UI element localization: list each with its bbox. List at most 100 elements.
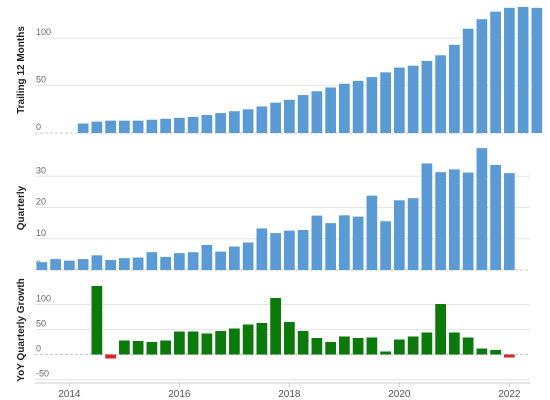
bar bbox=[119, 258, 130, 270]
bar bbox=[435, 304, 446, 355]
bar bbox=[77, 259, 89, 270]
bar bbox=[160, 256, 171, 270]
bar bbox=[146, 342, 158, 355]
y-tick-label: 0 bbox=[36, 122, 41, 132]
bar bbox=[311, 338, 323, 355]
trailing-12-months-panel: Trailing 12 Months 0 50 100 bbox=[16, 6, 543, 134]
bar-negative bbox=[105, 354, 116, 359]
bar bbox=[380, 72, 391, 133]
bar bbox=[270, 102, 281, 133]
bar bbox=[77, 123, 89, 133]
bar bbox=[201, 245, 213, 270]
bar bbox=[421, 163, 433, 270]
bar bbox=[201, 333, 213, 355]
bar bbox=[187, 116, 199, 133]
bar bbox=[91, 286, 103, 355]
bar bbox=[435, 172, 446, 270]
bar bbox=[421, 332, 433, 355]
bar bbox=[449, 44, 460, 134]
bar bbox=[325, 87, 336, 133]
bar bbox=[352, 216, 364, 270]
y-tick-label: 10 bbox=[36, 228, 46, 238]
bar bbox=[215, 113, 226, 133]
bar bbox=[476, 348, 488, 355]
bar bbox=[504, 173, 515, 270]
bar bbox=[36, 262, 48, 270]
bar bbox=[215, 251, 226, 270]
bar bbox=[476, 148, 488, 270]
bar bbox=[132, 257, 144, 270]
bar bbox=[119, 340, 130, 355]
bar bbox=[174, 253, 185, 270]
bar bbox=[366, 77, 378, 133]
bar bbox=[490, 165, 501, 270]
bar bbox=[229, 246, 240, 270]
bar bbox=[449, 332, 460, 355]
bar bbox=[256, 106, 268, 133]
yoy-quarterly-growth-axis-label: YoY Quarterly Growth bbox=[16, 278, 27, 382]
bar bbox=[297, 230, 309, 270]
bar bbox=[256, 228, 268, 270]
bar bbox=[270, 233, 281, 270]
x-tick-label: 2020 bbox=[388, 389, 411, 400]
bar bbox=[132, 120, 144, 133]
bar bbox=[146, 119, 158, 133]
bar bbox=[256, 323, 268, 355]
bar bbox=[91, 255, 103, 270]
bar bbox=[242, 242, 254, 270]
bar bbox=[366, 195, 378, 270]
bar bbox=[394, 339, 405, 355]
y-tick-label: 30 bbox=[36, 165, 46, 175]
yoy-quarterly-growth-panel: YoY Quarterly Growth -50 0 50 100 bbox=[16, 278, 530, 382]
bar bbox=[160, 118, 171, 133]
bar bbox=[174, 117, 185, 133]
bar bbox=[490, 350, 501, 355]
bar bbox=[284, 230, 295, 270]
bar bbox=[160, 340, 171, 355]
y-tick-label: 50 bbox=[36, 75, 46, 85]
bar bbox=[132, 341, 144, 355]
bar bbox=[449, 169, 460, 270]
y-tick-label: 0 bbox=[36, 344, 41, 354]
y-tick-label: 20 bbox=[36, 197, 46, 207]
bar bbox=[284, 99, 295, 133]
bar bbox=[105, 260, 116, 270]
bar-negative bbox=[504, 354, 515, 358]
bar bbox=[380, 351, 391, 355]
bar bbox=[325, 342, 336, 355]
bar bbox=[462, 28, 474, 133]
bar bbox=[284, 322, 295, 355]
bar bbox=[352, 80, 364, 133]
bar bbox=[407, 65, 419, 133]
bar bbox=[504, 7, 515, 133]
x-tick-label: 2022 bbox=[498, 389, 521, 400]
bar bbox=[421, 60, 433, 133]
bar bbox=[339, 336, 350, 355]
bar bbox=[352, 338, 364, 355]
bar bbox=[462, 172, 474, 270]
bar bbox=[517, 6, 529, 134]
y-tick-label: -50 bbox=[36, 369, 49, 379]
bar bbox=[462, 337, 474, 355]
bar bbox=[187, 331, 199, 355]
bar bbox=[242, 109, 254, 133]
bar bbox=[242, 324, 254, 355]
bar bbox=[105, 120, 116, 133]
x-axis: 2014 2016 2018 2020 2022 bbox=[35, 382, 530, 400]
bar bbox=[311, 215, 323, 270]
bar bbox=[270, 298, 281, 355]
trailing-12-months-axis-label: Trailing 12 Months bbox=[16, 26, 27, 114]
x-tick-label: 2018 bbox=[278, 389, 301, 400]
bar bbox=[215, 331, 226, 355]
bar bbox=[91, 121, 103, 133]
bar bbox=[64, 260, 75, 270]
bar bbox=[297, 331, 309, 355]
bar bbox=[201, 114, 213, 133]
bar bbox=[339, 83, 350, 133]
y-tick-label: 100 bbox=[36, 27, 51, 37]
bar bbox=[297, 95, 309, 133]
bar bbox=[50, 259, 61, 270]
quarterly-axis-label: Quarterly bbox=[16, 185, 27, 230]
bar bbox=[146, 252, 158, 270]
